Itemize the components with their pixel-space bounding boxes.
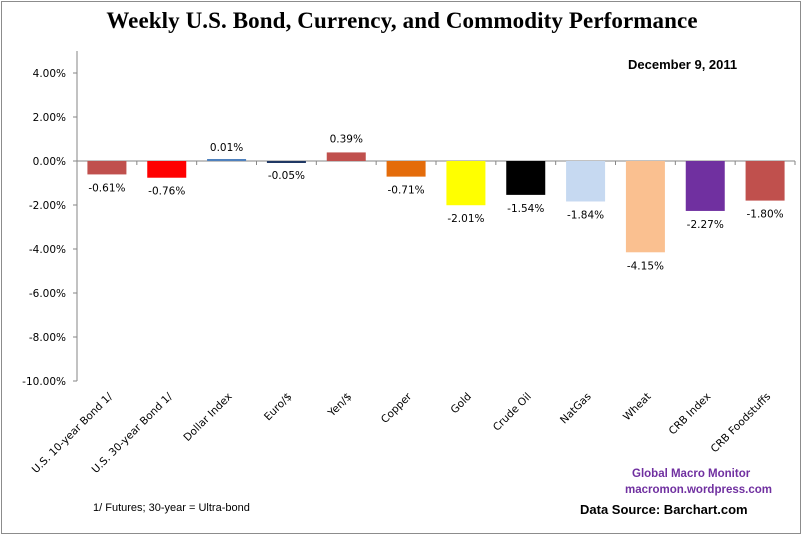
bar [87,161,127,175]
category-labels: U.S. 10-year Bond 1/U.S. 30-year Bond 1/… [30,390,773,476]
y-tick-label: -6.00% [29,288,66,300]
data-label: -0.76% [148,186,185,198]
chart-title: Weekly U.S. Bond, Currency, and Commodit… [106,8,698,33]
data-source: Data Source: Barchart.com [580,502,748,517]
category-label: Crude Oil [491,391,534,434]
category-label: CRB Index [667,391,714,438]
data-label: -0.71% [388,185,425,197]
category-label: Euro/$ [262,391,295,424]
y-tick-label: -8.00% [29,332,66,344]
bars [87,152,785,253]
y-tick-label: -2.00% [29,200,66,212]
y-tick-label: -10.00% [22,376,66,388]
axes: 4.00% 2.00% 0.00% -2.00% -4.00% -6.00% -8.00% -… [22,51,796,388]
bar [326,152,366,161]
category-label: Copper [379,390,415,426]
credit-url: macromon.wordpress.com [625,484,772,496]
category-label: Yen/$ [325,391,354,420]
footnote: 1/ Futures; 30-year = Ultra-bond [93,502,250,514]
data-label: -1.54% [507,203,544,215]
credit-name: Global Macro Monitor [632,468,751,480]
data-label: -2.01% [447,213,484,225]
y-tick-label: 0.00% [33,156,66,168]
bar [745,161,785,201]
category-label: Dollar Index [181,391,234,444]
category-label: CRB Foodstuffs [709,391,774,456]
data-label: -4.15% [627,260,664,272]
data-label: 0.39% [330,133,363,145]
data-labels: -0.61% -0.76% 0.01% -0.05% 0.39% -0.71% -2.01%… [88,133,783,272]
y-tick-label: -4.00% [29,244,66,256]
bar [506,161,546,195]
data-label: -2.27% [687,219,724,231]
data-label: -1.80% [747,209,784,221]
category-label: Gold [448,391,474,417]
chart-date: December 9, 2011 [628,57,738,72]
data-label: 0.01% [210,142,243,154]
category-label: NatGas [558,391,594,427]
bar [625,161,665,253]
y-tick-label: 2.00% [33,112,66,124]
data-label: -0.61% [88,182,125,194]
bar [446,161,486,206]
bar [266,161,306,163]
bar [386,161,426,177]
bar [685,161,725,211]
bar [566,161,606,202]
data-label: -0.05% [268,170,305,182]
bar [207,159,247,161]
bar [147,161,187,178]
y-tick-label: 4.00% [33,68,66,80]
data-label: -1.84% [567,209,604,221]
category-label: Wheat [621,391,654,424]
